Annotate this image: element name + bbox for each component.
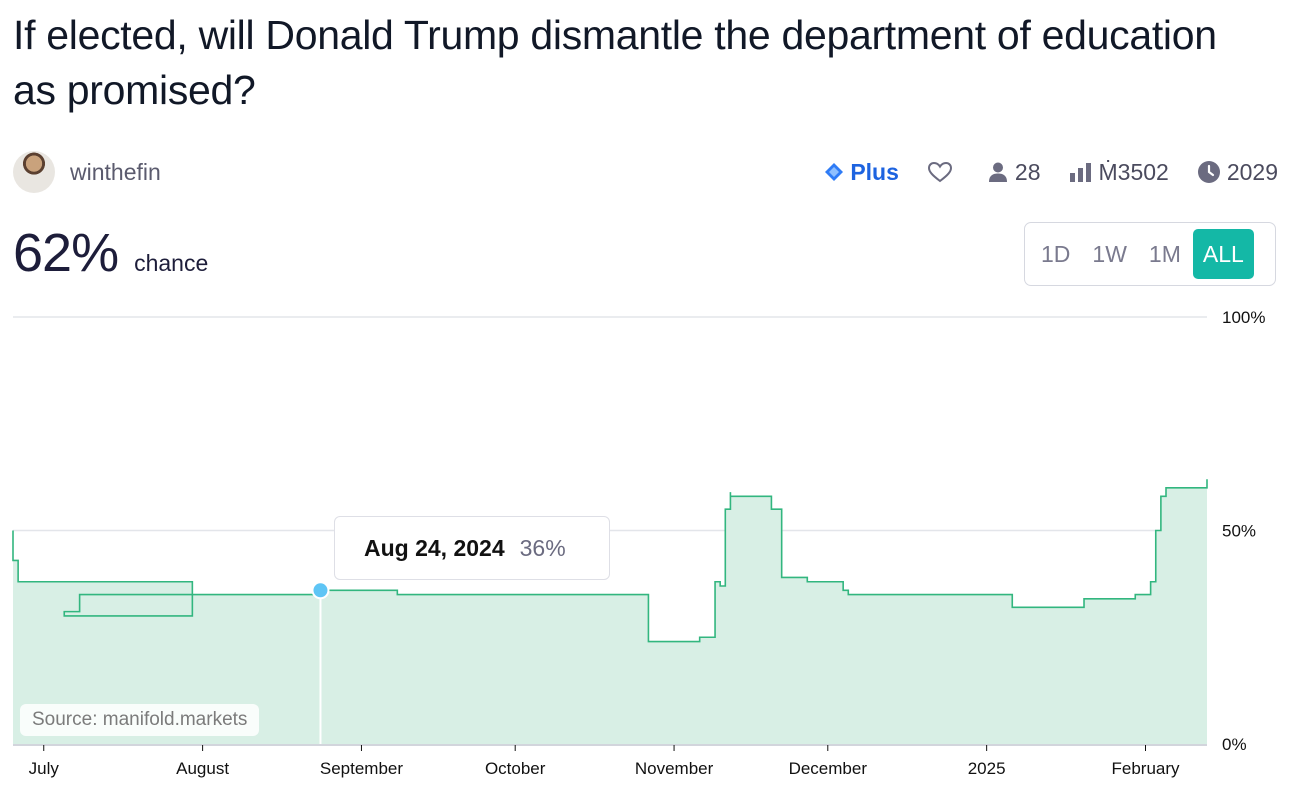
author-name[interactable]: winthefin: [70, 158, 161, 185]
x-tick-label: 2025: [968, 759, 1006, 778]
plus-tier-badge[interactable]: Plus: [824, 159, 899, 186]
x-tick-label: July: [29, 759, 60, 778]
range-1w-button[interactable]: 1W: [1092, 240, 1127, 267]
y-tick-label: 0%: [1222, 735, 1247, 754]
diamond-icon: [825, 163, 844, 181]
tooltip-value: 36%: [519, 534, 566, 561]
time-range-selector: 1D 1W 1M ALL: [1024, 222, 1276, 286]
question-title: If elected, will Donald Trump dismantle …: [13, 12, 1217, 113]
close-date-stat[interactable]: 2029: [1197, 159, 1278, 186]
volume-stat[interactable]: Ṁ3502: [1069, 159, 1169, 186]
chart-tooltip: Aug 24, 2024 36%: [334, 516, 610, 580]
clock-icon: [1197, 161, 1220, 183]
range-1m-button[interactable]: 1M: [1148, 240, 1181, 267]
x-tick-label: November: [635, 759, 714, 778]
author-row: winthefin: [13, 150, 161, 194]
tooltip-date: Aug 24, 2024: [364, 534, 505, 561]
range-1d-button[interactable]: 1D: [1041, 240, 1071, 267]
probability-chart[interactable]: 100% 50% 0% July August September October Novem…: [0, 300, 1294, 790]
x-tick-label: September: [320, 759, 403, 778]
x-tick-label: February: [1111, 759, 1180, 778]
author-avatar[interactable]: [13, 151, 55, 193]
hover-marker: [311, 581, 330, 600]
like-button[interactable]: [927, 160, 959, 184]
probability-display: 62% chance: [13, 222, 208, 284]
plus-label: Plus: [850, 158, 899, 185]
heart-icon: [927, 161, 952, 183]
series-line: [12, 479, 1208, 643]
range-all-button[interactable]: ALL: [1192, 229, 1254, 279]
volume-value: Ṁ3502: [1098, 158, 1169, 185]
probability-label: chance: [134, 250, 209, 276]
probability-value: 62%: [13, 223, 119, 283]
y-tick-label: 50%: [1222, 522, 1256, 541]
x-tick-label: October: [485, 759, 546, 778]
market-stats: Plus 28 Ṁ3502 2029: [824, 150, 1278, 194]
bar-chart-icon: [1069, 163, 1091, 182]
x-tick-label: December: [789, 759, 868, 778]
y-tick-label: 100%: [1222, 308, 1265, 327]
user-icon: [988, 162, 1007, 182]
traders-stat[interactable]: 28: [987, 159, 1041, 186]
source-label: Source: manifold.markets: [20, 704, 260, 736]
series-area: [13, 479, 1207, 744]
x-tick-label: August: [176, 759, 229, 778]
traders-count: 28: [1014, 158, 1041, 185]
close-year: 2029: [1226, 158, 1278, 185]
